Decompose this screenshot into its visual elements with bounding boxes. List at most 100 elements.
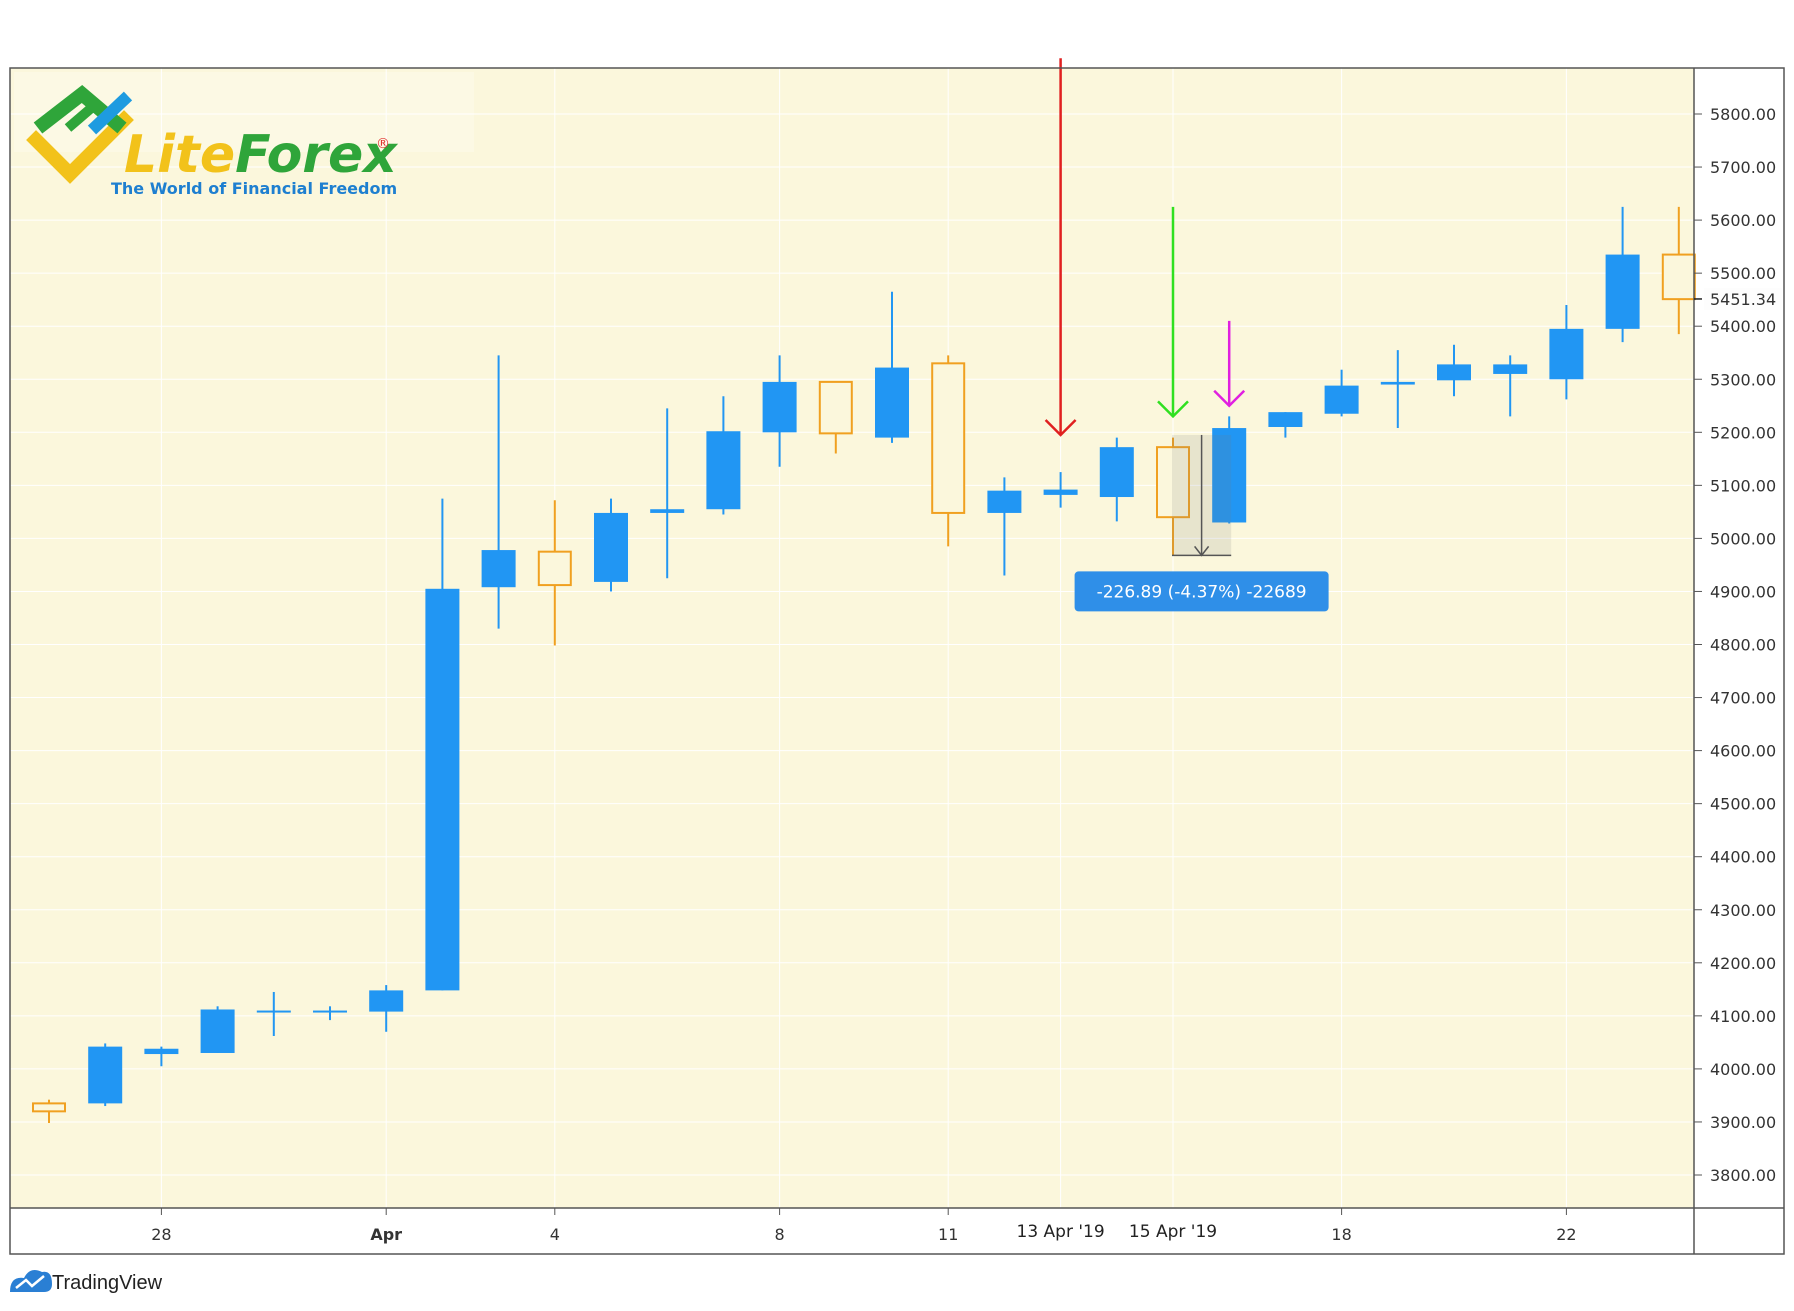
candle-body bbox=[650, 509, 685, 513]
candle[interactable] bbox=[1268, 412, 1303, 438]
price-tick-label: 4900.00 bbox=[1710, 582, 1776, 601]
arrow-head bbox=[1157, 400, 1189, 419]
price-tick-label: 5100.00 bbox=[1710, 476, 1776, 495]
measure-arrow-head-icon bbox=[1194, 545, 1210, 557]
candle[interactable] bbox=[313, 1006, 347, 1021]
measure-label: -226.89 (-4.37%) -22689 bbox=[1097, 582, 1307, 602]
candle[interactable] bbox=[1380, 350, 1415, 429]
logo-mark-icon bbox=[26, 84, 134, 184]
candle[interactable] bbox=[594, 498, 628, 592]
candle-body bbox=[1212, 428, 1247, 523]
date-tag-label: 13 Apr '19 bbox=[1017, 1222, 1105, 1242]
price-tick-label: 4100.00 bbox=[1710, 1007, 1776, 1026]
candle-body bbox=[313, 1010, 347, 1013]
candle-body bbox=[1605, 254, 1640, 329]
candle-body bbox=[1043, 489, 1078, 495]
candle-body bbox=[762, 381, 797, 433]
candle-body bbox=[1156, 446, 1190, 519]
candle[interactable] bbox=[1437, 344, 1471, 397]
price-tick-label: 4700.00 bbox=[1710, 689, 1776, 708]
candle[interactable] bbox=[1324, 369, 1359, 417]
candle[interactable] bbox=[1549, 304, 1584, 400]
candle[interactable] bbox=[931, 355, 966, 547]
price-tick-label: 4200.00 bbox=[1710, 954, 1776, 973]
candle-body bbox=[875, 367, 909, 438]
candle[interactable] bbox=[706, 396, 741, 515]
tradingview-cloud-icon bbox=[10, 1270, 52, 1292]
candle[interactable] bbox=[762, 355, 797, 467]
candle-body bbox=[369, 990, 404, 1012]
time-tick-label: 4 bbox=[550, 1225, 560, 1244]
candle-body bbox=[1324, 385, 1359, 414]
arrow-down-icon[interactable] bbox=[1044, 58, 1077, 437]
price-tick-label: 5400.00 bbox=[1710, 317, 1776, 336]
candle[interactable] bbox=[200, 1006, 235, 1053]
arrow-down-icon[interactable] bbox=[1213, 320, 1246, 408]
chart-pane[interactable] bbox=[10, 68, 1694, 1208]
price-tick-label: 5200.00 bbox=[1710, 423, 1776, 442]
candle[interactable] bbox=[1156, 437, 1190, 556]
logo-tagline: The World of Financial Freedom bbox=[111, 179, 397, 198]
price-tick-label: 4800.00 bbox=[1710, 636, 1776, 655]
candle[interactable] bbox=[1099, 437, 1134, 522]
candle-body bbox=[256, 1010, 291, 1013]
candle-body bbox=[1661, 253, 1696, 301]
candle-body bbox=[931, 362, 966, 514]
candle[interactable] bbox=[1212, 416, 1247, 524]
candle-body bbox=[706, 431, 741, 510]
candle[interactable] bbox=[650, 408, 685, 579]
time-axis[interactable]: 28 Apr 4 8 11 18 22 13 Apr '19 15 Apr '19 bbox=[151, 1208, 1577, 1246]
candle[interactable] bbox=[818, 380, 853, 454]
candle-body bbox=[1437, 364, 1471, 381]
candle[interactable] bbox=[481, 355, 516, 629]
last-price-label: 5451.34 bbox=[1710, 290, 1776, 309]
svg-text:LiteForex: LiteForex bbox=[124, 125, 398, 185]
candle[interactable] bbox=[144, 1046, 179, 1067]
candle-body bbox=[425, 588, 460, 991]
candles bbox=[32, 206, 1696, 1124]
logo-name-lite: Lite bbox=[124, 125, 235, 185]
candle[interactable] bbox=[32, 1099, 66, 1124]
arrow-down-icon[interactable] bbox=[1157, 206, 1189, 419]
time-tick-label: 18 bbox=[1331, 1225, 1351, 1244]
price-axis[interactable]: 5800.00 5700.00 5600.00 5500.00 5400.00 5300.… bbox=[1694, 105, 1782, 1185]
price-tick-label: 5800.00 bbox=[1710, 105, 1776, 124]
tradingview-brand[interactable]: TradingView bbox=[10, 1270, 163, 1294]
date-tag-label: 15 Apr '19 bbox=[1129, 1222, 1217, 1242]
time-tick-label: 11 bbox=[938, 1225, 958, 1244]
candle[interactable] bbox=[88, 1043, 123, 1107]
candle-body bbox=[818, 380, 853, 435]
measure-label-box[interactable] bbox=[1074, 571, 1329, 612]
candle[interactable] bbox=[875, 291, 909, 443]
candle-body bbox=[1493, 364, 1528, 374]
price-tick-label: 5000.00 bbox=[1710, 529, 1776, 548]
price-tick-label: 4500.00 bbox=[1710, 795, 1776, 814]
candle[interactable] bbox=[987, 477, 1022, 576]
annotations: -226.89 (-4.37%) -22689 bbox=[1044, 58, 1329, 612]
candle[interactable] bbox=[1493, 355, 1528, 417]
candle[interactable] bbox=[1043, 472, 1078, 508]
candle-body bbox=[200, 1009, 235, 1053]
candle-body bbox=[1549, 328, 1584, 380]
logo-registered-mark: ® bbox=[376, 136, 390, 152]
grid-lines bbox=[10, 68, 1694, 1208]
price-tick-label: 5500.00 bbox=[1710, 264, 1776, 283]
candle-body bbox=[537, 550, 572, 587]
date-tag-box bbox=[1117, 1216, 1229, 1246]
candle[interactable] bbox=[537, 500, 572, 646]
price-tick-label: 4400.00 bbox=[1710, 848, 1776, 867]
time-tick-label: 28 bbox=[151, 1225, 171, 1244]
candle[interactable] bbox=[425, 498, 460, 991]
price-tick-label: 4300.00 bbox=[1710, 901, 1776, 920]
price-tick-label: 4600.00 bbox=[1710, 742, 1776, 761]
candle[interactable] bbox=[369, 985, 404, 1032]
candle-body bbox=[1099, 447, 1134, 498]
candle-body bbox=[88, 1046, 123, 1104]
candle[interactable] bbox=[256, 991, 291, 1037]
arrow-head bbox=[1213, 389, 1246, 408]
last-price-badge bbox=[1704, 287, 1782, 310]
candle[interactable] bbox=[1605, 206, 1640, 343]
liteforex-logo: LiteForex ® The World of Financial Freed… bbox=[26, 84, 398, 198]
candle[interactable] bbox=[1661, 206, 1696, 335]
